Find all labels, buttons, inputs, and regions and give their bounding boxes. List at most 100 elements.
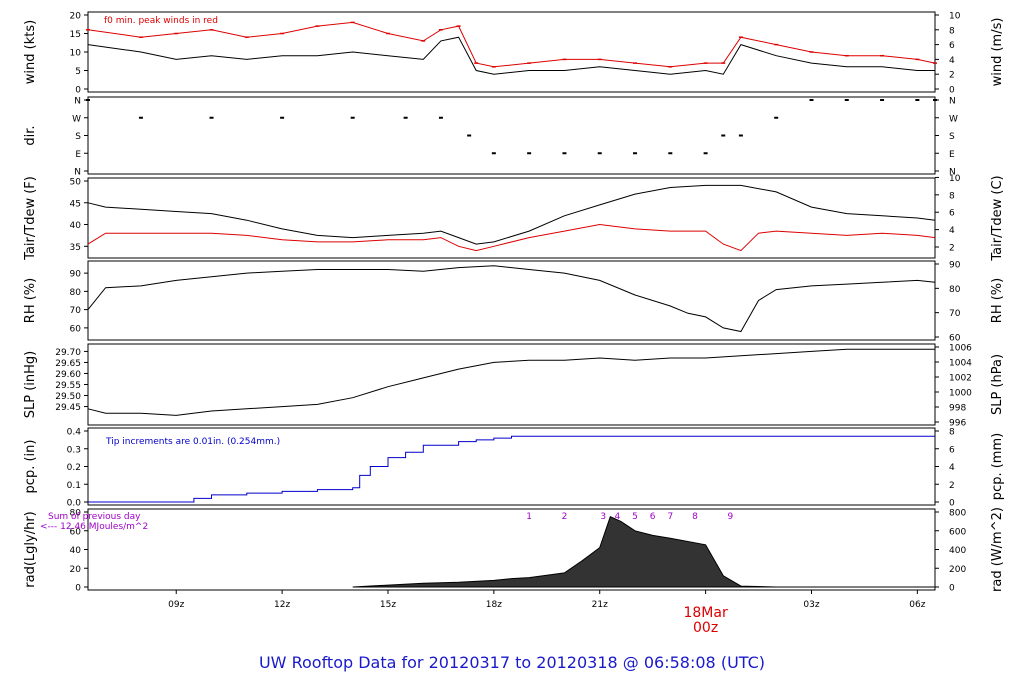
temperature-frame bbox=[87, 177, 936, 259]
dir-point bbox=[491, 152, 496, 155]
precipitation-series-0 bbox=[88, 435, 935, 503]
slp-ytick-label-left: 29.45 bbox=[55, 403, 81, 413]
dir-point bbox=[403, 116, 408, 119]
radiation-series-area bbox=[352, 516, 935, 588]
dir-point bbox=[668, 152, 673, 155]
dir-ytick-label-right: E bbox=[949, 150, 955, 160]
dir-point bbox=[209, 116, 214, 119]
date-label: 18Mar bbox=[683, 605, 727, 621]
rad-hour-label: 7 bbox=[667, 512, 673, 522]
precipitation-ytick-label-right: 8 bbox=[949, 428, 955, 438]
rad-hour-label: 9 bbox=[727, 512, 733, 522]
slp-ylabel-left: SLP (inHg) bbox=[23, 351, 38, 419]
radiation-ytick-label-right: 200 bbox=[949, 565, 966, 575]
rh-ylabel-left: RH (%) bbox=[23, 278, 38, 323]
rad-annotation-line-2: <--- 12.46 MJoules/m^2 bbox=[40, 522, 148, 532]
dir-point bbox=[562, 152, 567, 155]
temperature-ytick-label-left: 45 bbox=[70, 199, 81, 209]
precipitation-ylabel-left: pcp. (in) bbox=[23, 440, 38, 494]
wind-ytick-label-right: 6 bbox=[949, 41, 955, 51]
radiation-ytick-label-right: 800 bbox=[949, 509, 966, 519]
slp-ytick-label-left: 29.60 bbox=[55, 370, 81, 380]
temperature-series-0 bbox=[87, 184, 936, 245]
slp-ytick-label-right: 1006 bbox=[949, 344, 972, 354]
precipitation-ytick-label-right: 2 bbox=[949, 481, 955, 491]
precipitation-ytick-label-right: 0 bbox=[949, 499, 955, 509]
rad-hour-label: 1 bbox=[526, 512, 532, 522]
dir-ytick-label-left: N bbox=[74, 168, 81, 178]
slp-frame bbox=[87, 343, 936, 426]
slp-ytick-label-right: 1004 bbox=[949, 359, 972, 369]
rh-ytick-label-right: 80 bbox=[949, 285, 961, 295]
panel-temperature: 35 40 45 50 2 4 6 8 10 Tair/Tdew (F) Tair/Tdew (C) bbox=[23, 174, 1005, 262]
temperature-ytick-label-right: 6 bbox=[949, 209, 955, 219]
dir-ytick-label-left: S bbox=[75, 132, 81, 142]
radiation-ytick-label-right: 0 bbox=[949, 584, 955, 594]
rad-annotation-line-1: Sum of previous day bbox=[48, 512, 141, 522]
wind-legend-text: f0 min. peak winds in red bbox=[104, 16, 218, 26]
dir-ytick-label-right: S bbox=[949, 132, 955, 142]
rad-hour-label: 4 bbox=[615, 512, 621, 522]
wind-series-0 bbox=[87, 36, 935, 75]
wind-ytick-label-left: 5 bbox=[75, 67, 81, 77]
rh-frame bbox=[87, 260, 936, 341]
dir-ytick-label-left: W bbox=[72, 114, 81, 124]
date-sub-label: 00z bbox=[693, 620, 718, 636]
time-tick-label: 12z bbox=[274, 600, 290, 610]
precipitation-ytick-label-left: 0.1 bbox=[67, 481, 81, 491]
rad-hour-label: 5 bbox=[632, 512, 638, 522]
temperature-ytick-label-right: 2 bbox=[949, 244, 955, 254]
precipitation-ytick-label-left: 0.2 bbox=[67, 463, 81, 473]
wind-ytick-label-left: 10 bbox=[70, 49, 82, 59]
precip-annotation: Tip increments are 0.01in. (0.254mm.) bbox=[105, 437, 280, 447]
radiation-ytick-label-left: 60 bbox=[70, 527, 82, 537]
dir-point bbox=[933, 99, 937, 101]
dir-point bbox=[633, 152, 638, 155]
dir-point bbox=[721, 134, 726, 137]
dir-point bbox=[703, 152, 708, 155]
dir-point bbox=[86, 99, 90, 101]
radiation-ytick-label-left: 0 bbox=[75, 584, 81, 594]
dir-ylabel-left: dir. bbox=[23, 125, 38, 145]
footer-title: UW Rooftop Data for 20120317 to 20120318… bbox=[259, 653, 765, 672]
dir-point bbox=[527, 152, 532, 155]
precipitation-ytick-label-left: 0.0 bbox=[67, 499, 82, 509]
wind-ytick-label-right: 2 bbox=[949, 71, 955, 81]
precipitation-ylabel-right: pcp. (mm) bbox=[990, 433, 1005, 500]
dir-point bbox=[280, 116, 285, 119]
wind-ylabel-right: wind (m/s) bbox=[990, 18, 1005, 87]
rh-ytick-label-right: 70 bbox=[949, 309, 961, 319]
precipitation-ytick-label-right: 4 bbox=[949, 463, 955, 473]
slp-ytick-label-right: 1000 bbox=[949, 389, 972, 399]
dir-ytick-label-right: W bbox=[949, 114, 958, 124]
wind-ytick-label-left: 20 bbox=[70, 12, 82, 22]
rh-ytick-label-right: 90 bbox=[949, 261, 961, 271]
precipitation-ytick-label-left: 0.4 bbox=[67, 428, 82, 438]
rh-ytick-label-left: 90 bbox=[70, 270, 82, 280]
temperature-ytick-label-right: 4 bbox=[949, 226, 955, 236]
panel-precipitation: 0.0 0.1 0.2 0.3 0.4 0 2 4 6 8 pcp. (in) pcp. (mm) Ti… bbox=[23, 427, 1005, 509]
wind-series-1 bbox=[87, 21, 936, 68]
rad-hour-label: 6 bbox=[650, 512, 656, 522]
panel-wind: 0 5 10 15 20 0 2 4 6 8 10 wind (kts) wind (m/s) f0 mi… bbox=[23, 11, 1005, 96]
slp-ytick-label-right: 996 bbox=[949, 419, 966, 429]
temperature-ylabel-left: Tair/Tdew (F) bbox=[23, 176, 38, 261]
wind-ytick-label-right: 10 bbox=[949, 12, 961, 22]
time-tick-label: 09z bbox=[168, 600, 184, 610]
wind-ytick-label-right: 8 bbox=[949, 26, 955, 36]
rh-ytick-label-left: 70 bbox=[70, 306, 82, 316]
time-tick-label: 21z bbox=[592, 600, 608, 610]
radiation-ytick-label-right: 400 bbox=[949, 546, 966, 556]
temperature-series-1 bbox=[87, 223, 936, 252]
radiation-ylabel-right: rad (W/m^2) bbox=[990, 507, 1005, 592]
dir-point bbox=[597, 152, 602, 155]
time-tick-label: 18z bbox=[486, 600, 502, 610]
temperature-ytick-label-right: 8 bbox=[949, 191, 955, 201]
rad-hour-label: 3 bbox=[600, 512, 606, 522]
radiation-ytick-label-left: 80 bbox=[70, 509, 82, 519]
temperature-ytick-label-right: 10 bbox=[949, 174, 961, 184]
